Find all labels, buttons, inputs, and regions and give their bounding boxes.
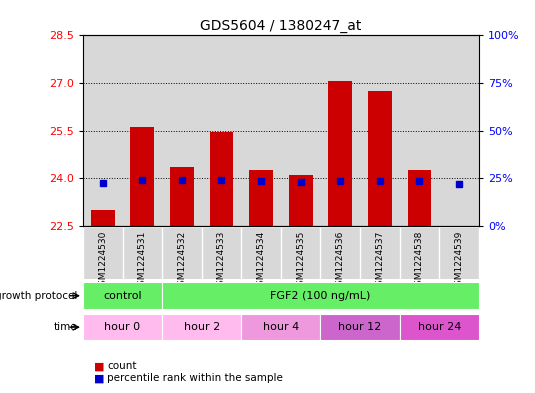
Bar [131, 127, 154, 226]
Bar [162, 35, 202, 226]
Bar [123, 228, 162, 279]
Text: percentile rank within the sample: percentile rank within the sample [107, 373, 283, 383]
Text: GSM1224536: GSM1224536 [336, 230, 345, 291]
Bar [83, 35, 123, 226]
Text: GSM1224534: GSM1224534 [257, 230, 265, 291]
Bar [439, 35, 479, 226]
Bar [368, 91, 392, 226]
Bar [328, 81, 352, 226]
Text: hour 2: hour 2 [184, 322, 220, 332]
Bar [281, 228, 320, 279]
Bar [400, 35, 439, 226]
Text: hour 4: hour 4 [263, 322, 299, 332]
Bar [360, 35, 400, 226]
Bar [210, 132, 233, 226]
Bar [83, 283, 162, 309]
Text: GSM1224533: GSM1224533 [217, 230, 226, 291]
Bar [91, 210, 114, 226]
Text: GSM1224530: GSM1224530 [98, 230, 107, 291]
Bar [241, 35, 281, 226]
Text: FGF2 (100 ng/mL): FGF2 (100 ng/mL) [270, 291, 371, 301]
Text: hour 0: hour 0 [104, 322, 141, 332]
Text: count: count [107, 362, 136, 371]
Bar [162, 283, 479, 309]
Text: ■: ■ [94, 362, 104, 371]
Bar [123, 35, 162, 226]
Bar [320, 35, 360, 226]
Bar [400, 228, 439, 279]
Bar [241, 314, 320, 340]
Bar [241, 228, 281, 279]
Bar [400, 314, 479, 340]
Bar [202, 228, 241, 279]
Text: GSM1224537: GSM1224537 [376, 230, 384, 291]
Bar [320, 314, 400, 340]
Bar [408, 171, 431, 226]
Bar [83, 228, 123, 279]
Bar [281, 35, 320, 226]
Bar [162, 314, 241, 340]
Title: GDS5604 / 1380247_at: GDS5604 / 1380247_at [200, 19, 362, 33]
Text: GSM1224531: GSM1224531 [138, 230, 147, 291]
Bar [439, 228, 479, 279]
Bar [170, 167, 194, 226]
Bar [83, 314, 162, 340]
Bar [202, 35, 241, 226]
Text: hour 24: hour 24 [417, 322, 461, 332]
Bar [289, 175, 312, 226]
Text: time: time [54, 322, 78, 332]
Text: control: control [103, 291, 142, 301]
Text: hour 12: hour 12 [339, 322, 381, 332]
Text: ■: ■ [94, 373, 104, 383]
Bar [360, 228, 400, 279]
Text: growth protocol: growth protocol [0, 291, 78, 301]
Text: GSM1224539: GSM1224539 [455, 230, 463, 291]
Bar [162, 228, 202, 279]
Text: GSM1224538: GSM1224538 [415, 230, 424, 291]
Bar [249, 171, 273, 226]
Text: GSM1224532: GSM1224532 [178, 230, 186, 291]
Bar [320, 228, 360, 279]
Text: GSM1224535: GSM1224535 [296, 230, 305, 291]
